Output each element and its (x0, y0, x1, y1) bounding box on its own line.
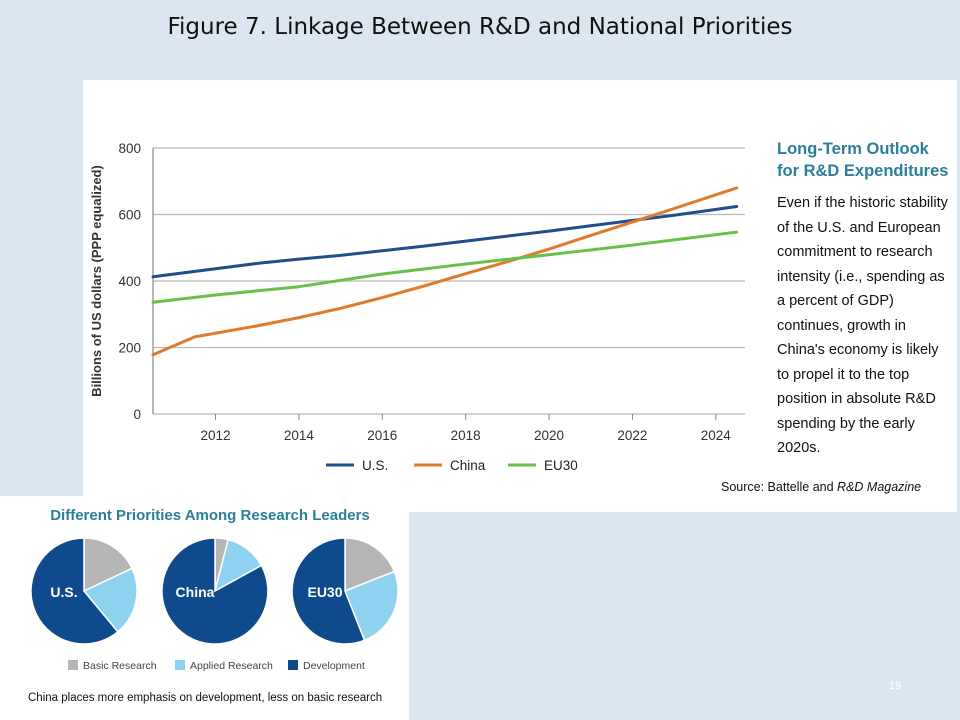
y-tick-label: 600 (118, 208, 141, 223)
pie-legend-label: Development (303, 660, 365, 672)
outlook-body: Even if the historic stability of the U.… (777, 195, 948, 456)
source-magazine: R&D Magazine (837, 480, 922, 494)
legend-label: U.S. (362, 458, 388, 473)
pie-charts: U.S. China EU30 Basic Research Applied Resea… (30, 537, 399, 672)
line-chart-panel: 0 200 400 600 800 2012 2014 2016 2018 2020 2022 202… (83, 80, 957, 512)
source-prefix: Source: Battelle and (721, 480, 838, 494)
pie-legend-label: Applied Research (190, 660, 273, 672)
pie-label: EU30 (307, 584, 342, 600)
slide-title: Figure 7. Linkage Between R&D and Nation… (167, 14, 793, 40)
pie-chart-title: Different Priorities Among Research Lead… (50, 507, 370, 524)
pie-slice (83, 537, 133, 593)
legend-label: EU30 (544, 458, 578, 473)
pie-slice (30, 537, 119, 645)
pie-label: China (176, 584, 215, 600)
outlook-title-line1: Long-Term Outlook (777, 140, 929, 158)
y-tick-label: 0 (133, 407, 141, 422)
series-line-eu30 (151, 230, 739, 304)
pie-legend-swatch (175, 660, 185, 670)
y-tick-label: 400 (118, 274, 141, 289)
x-tick-label: 2018 (451, 428, 481, 443)
page-number: 19 (888, 680, 902, 692)
pie-legend-swatch (288, 660, 298, 670)
x-tick-label: 2024 (701, 428, 732, 443)
series-line-us (151, 205, 739, 279)
outlook-sidebar: Long-Term Outlook for R&D Expenditures E… (777, 138, 953, 461)
x-tick-label: 2020 (534, 428, 564, 443)
pie-legend-label: Basic Research (83, 660, 157, 672)
x-tick-label: 2022 (617, 428, 647, 443)
series-line-china (151, 186, 739, 357)
outlook-title-line2: for R&D Expenditures (777, 162, 949, 180)
pie-slice (291, 537, 366, 645)
x-tick-label: 2014 (284, 428, 315, 443)
line-chart: 0 200 400 600 800 2012 2014 2016 2018 2020 2022 202… (89, 141, 745, 473)
pie-slice (344, 537, 396, 593)
y-tick-label: 800 (118, 141, 141, 156)
pie-slice (161, 537, 269, 645)
source-note: Source: Battelle and R&D Magazine (721, 480, 921, 494)
pie-slice (82, 567, 138, 633)
pie-caption: China places more emphasis on developmen… (28, 692, 383, 704)
y-axis-label: Billions of US dollars (PPP equalized) (89, 165, 104, 397)
y-tick-label: 200 (118, 341, 141, 356)
legend-label: China (450, 458, 486, 473)
pie-chart-panel: U.S. China EU30 Basic Research Applied Resea… (0, 496, 409, 720)
x-tick-label: 2016 (367, 428, 397, 443)
x-tick-label: 2012 (201, 428, 231, 443)
pie-legend-swatch (68, 660, 78, 670)
pie-label: U.S. (50, 584, 77, 600)
outlook-title: Long-Term Outlook for R&D Expenditures (777, 138, 953, 182)
